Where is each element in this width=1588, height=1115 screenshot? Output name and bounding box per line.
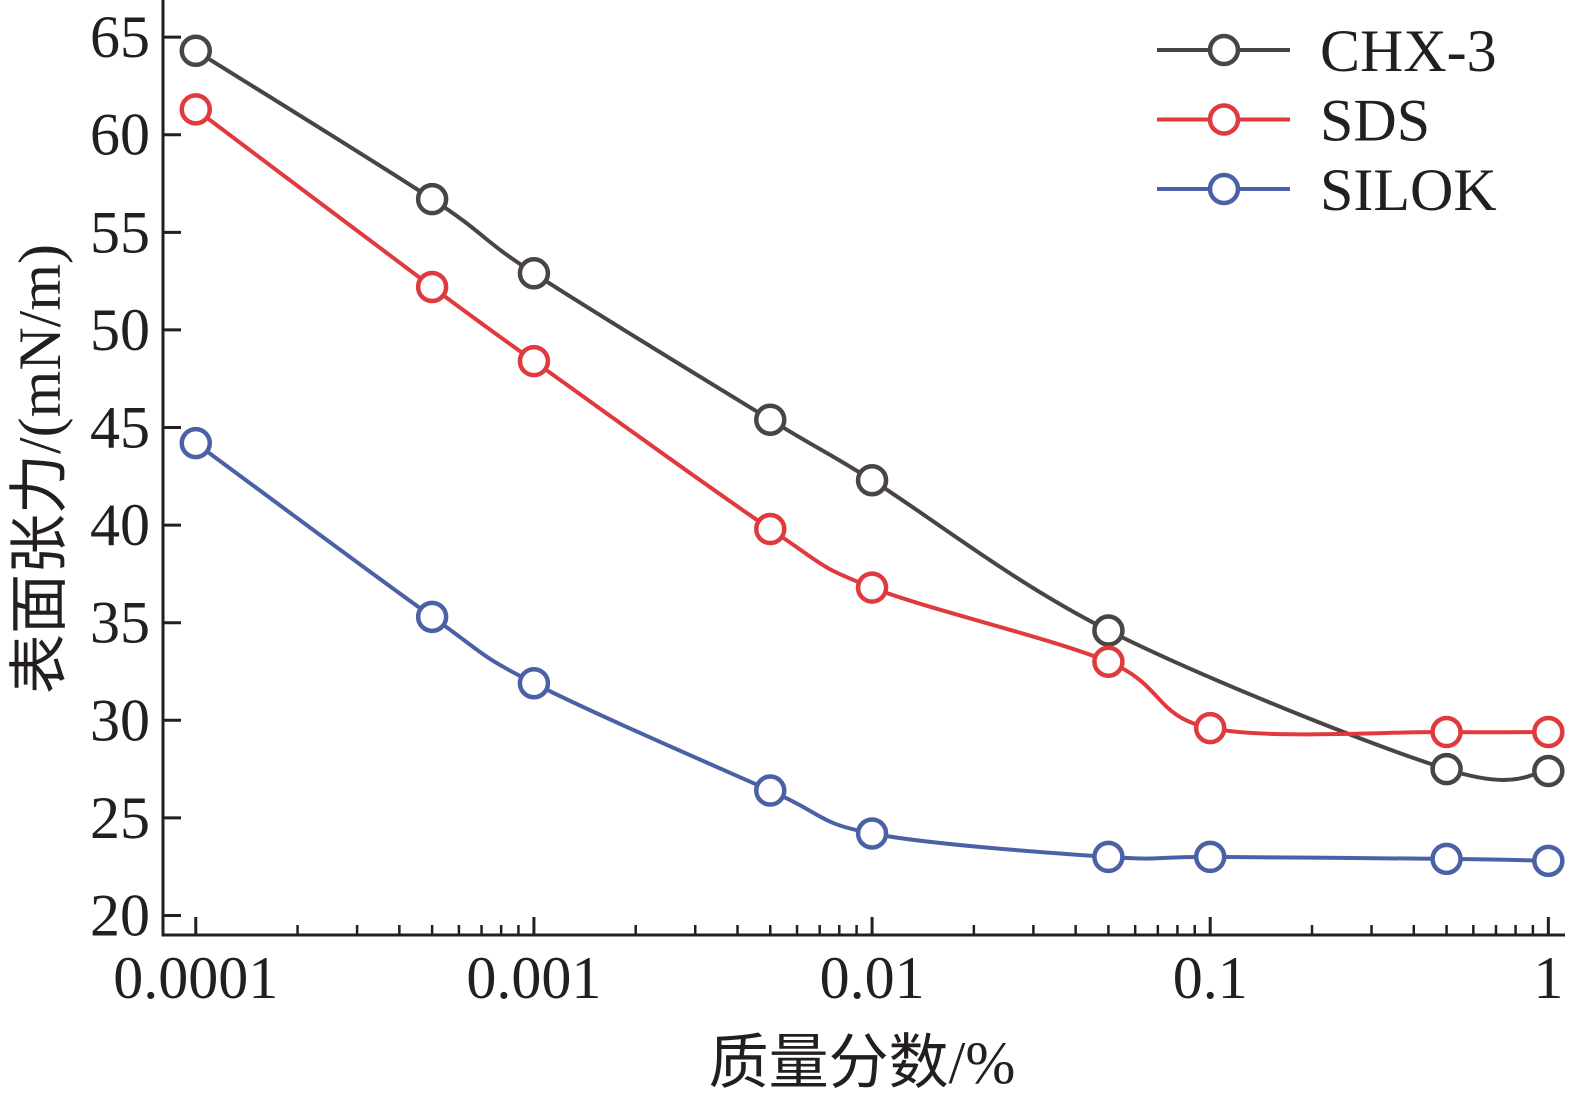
- data-point-sds-3: [754, 512, 787, 546]
- data-point-chx-3-7: [1532, 754, 1565, 788]
- data-point-silok-5: [1092, 840, 1125, 874]
- data-point-sds-7: [1430, 715, 1463, 749]
- data-point-sds-6: [1193, 711, 1227, 745]
- data-point-sds-1: [415, 270, 449, 304]
- data-point-silok-1: [415, 600, 449, 634]
- data-point-chx-3-1: [415, 182, 449, 216]
- y-tick-label-30: 30: [90, 687, 150, 753]
- series-line-silok: [193, 441, 1551, 863]
- data-point-chx-3-0: [179, 34, 213, 68]
- legend-marker-silok: [1207, 172, 1241, 206]
- data-point-silok-6: [1193, 840, 1227, 874]
- y-tick-label-20: 20: [90, 882, 150, 948]
- data-point-sds-0: [179, 93, 213, 126]
- data-point-silok-0: [179, 426, 213, 460]
- y-tick-label-55: 55: [90, 199, 150, 265]
- y-tick-label-50: 50: [90, 297, 150, 363]
- data-point-sds-8: [1532, 715, 1565, 749]
- series-line-sds: [193, 107, 1551, 737]
- data-point-chx-3-2: [517, 257, 551, 290]
- data-point-sds-2: [517, 344, 551, 378]
- legend-marker-sds: [1207, 103, 1241, 136]
- data-point-silok-4: [855, 817, 889, 850]
- x-axis-title: 质量分数/%: [709, 1030, 1016, 1096]
- legend-label-sds: SDS: [1320, 88, 1430, 154]
- data-point-chx-3-5: [1092, 614, 1125, 647]
- series-markers: [179, 34, 1565, 878]
- y-tick-label-25: 25: [90, 785, 150, 851]
- x-tick-label-1: 0.001: [466, 945, 601, 1011]
- data-point-silok-8: [1532, 844, 1565, 878]
- data-point-silok-3: [754, 774, 787, 807]
- axis-ticks: [163, 35, 1550, 935]
- data-point-chx-3-6: [1430, 752, 1463, 786]
- y-tick-label-65: 65: [90, 4, 150, 70]
- tick-labels: 20 25 30 35 40 45 50 55 60 65 0.0001 0.001 0.01 0.1 1: [90, 4, 1563, 1011]
- legend-label-silok: SILOK: [1320, 157, 1497, 223]
- data-point-sds-5: [1092, 645, 1125, 678]
- x-tick-label-2: 0.01: [820, 945, 925, 1011]
- y-tick-label-35: 35: [90, 590, 150, 656]
- y-tick-label-40: 40: [90, 492, 150, 558]
- data-point-silok-7: [1430, 842, 1463, 876]
- x-tick-label-4: 1: [1533, 945, 1563, 1011]
- data-point-chx-3-4: [855, 463, 889, 497]
- data-point-silok-2: [517, 666, 551, 700]
- y-axis-title: 表面张力/(mN/m): [7, 244, 73, 694]
- legend-marker-chx-3: [1207, 33, 1241, 67]
- legend-label-chx-3: CHX-3: [1320, 18, 1497, 84]
- y-tick-label-60: 60: [90, 102, 150, 168]
- data-point-sds-4: [855, 571, 889, 604]
- y-tick-label-45: 45: [90, 395, 150, 461]
- x-tick-label-0: 0.0001: [113, 945, 278, 1011]
- x-tick-label-3: 0.1: [1173, 945, 1248, 1011]
- data-point-chx-3-3: [754, 403, 787, 436]
